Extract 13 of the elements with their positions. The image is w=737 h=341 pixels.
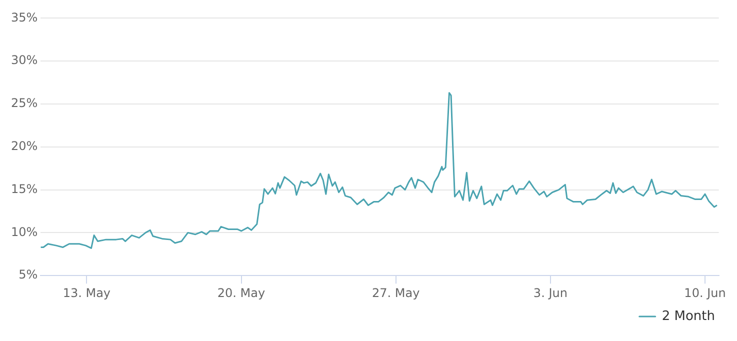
y-tick-label: 20% [11,139,38,154]
x-tick-label: 20. May [217,286,266,300]
x-tick-label: 13. May [62,286,111,300]
y-tick-label: 25% [11,96,38,110]
x-tick-label: 10. Jun [684,286,726,300]
y-tick-label: 5% [18,268,38,282]
y-tick-label: 35% [11,10,38,24]
x-tick-label: 3. Jun [533,286,568,300]
y-tick-label: 10% [11,224,38,239]
y-tick-label: 15% [11,182,38,196]
y-tick-label: 30% [11,53,38,68]
legend-label: 2 Month [662,308,716,324]
x-tick-label: 27. May [372,286,420,300]
